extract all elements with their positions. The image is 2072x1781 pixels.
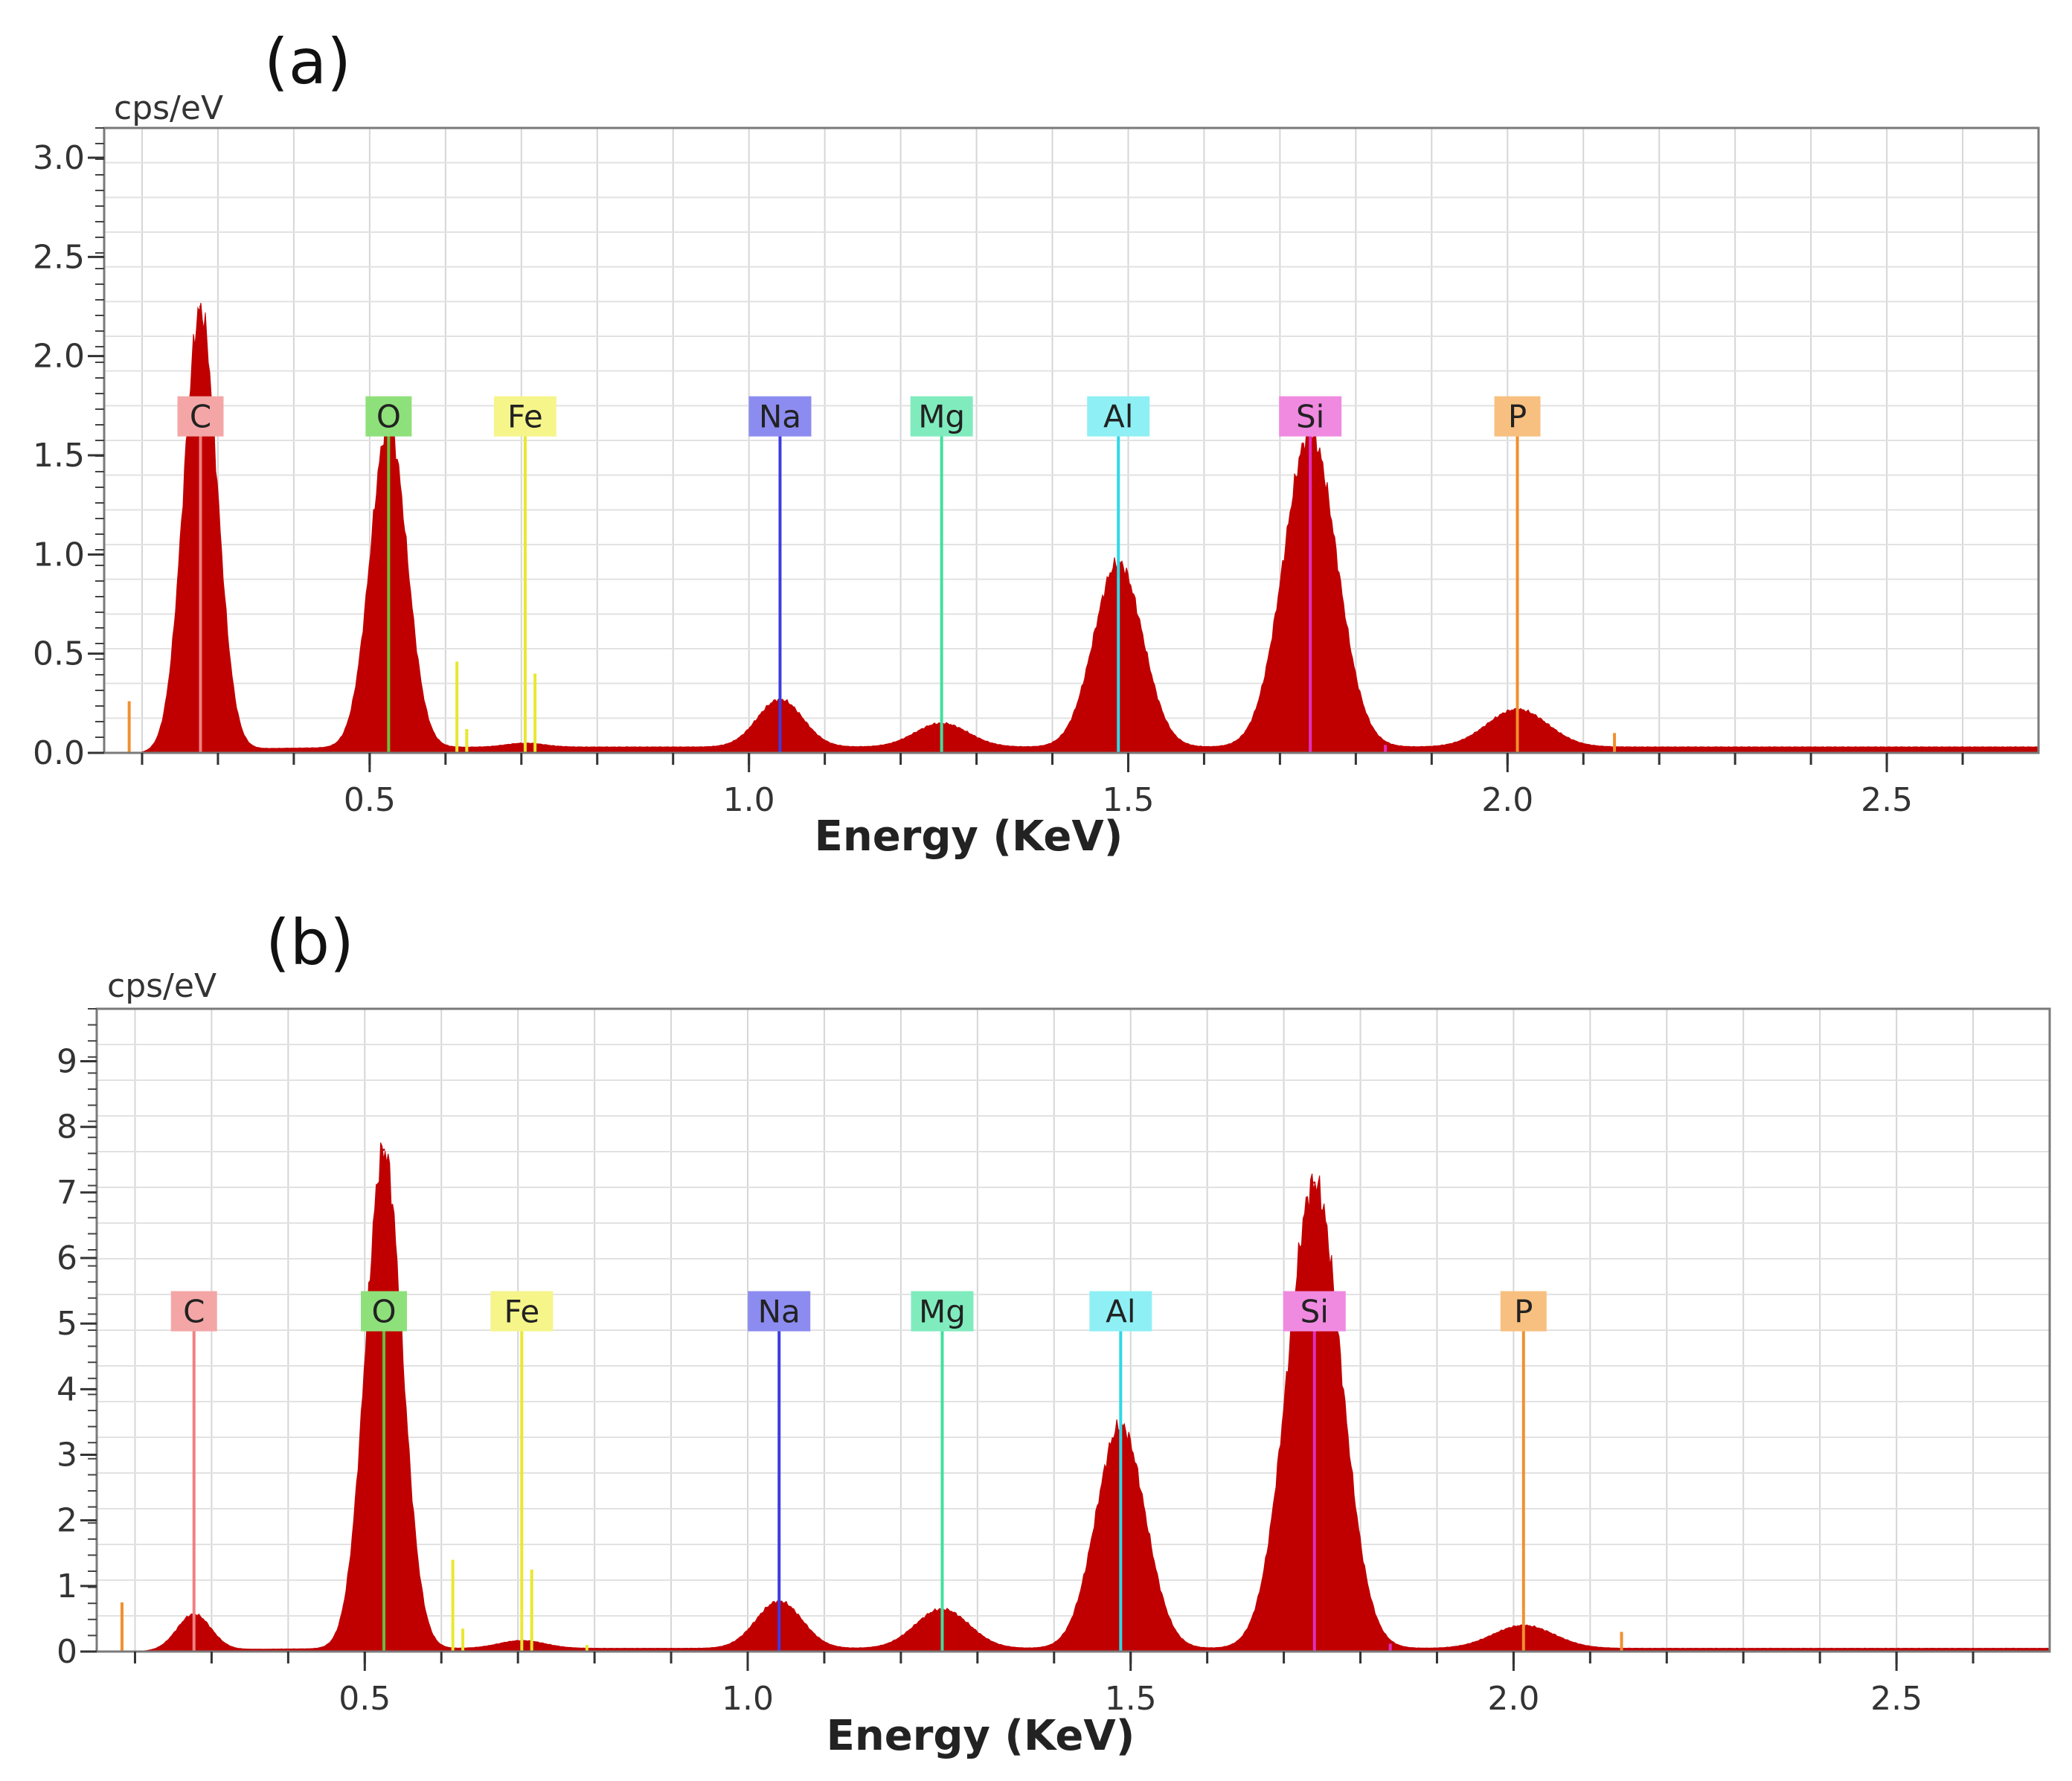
panel-b-marker-label-bg-p [1500,1291,1547,1332]
panel-b-y-tick-label: 8 [57,1108,77,1146]
panel-b-spectrum-area [97,1142,2050,1652]
panel-b-marker-label-p: P [1514,1294,1533,1330]
panel-b-y-tick-label: 0 [57,1633,77,1671]
panel-b-peak-si [1313,1181,1316,1184]
panel-a-grid [104,128,2039,753]
panel-a-marker-label-bg-al [1087,396,1150,437]
panel-a-x-tick-label: 1.0 [723,781,775,819]
panel-a-y-tick-label: 2.0 [33,338,85,376]
panel-b-x-axis-title: Energy (KeV) [827,1712,1135,1760]
panel-b-y-tick-label: 2 [57,1502,77,1540]
panel-b-marker-label-bg-o [361,1291,408,1332]
panel-a-marker-label-na: Na [759,399,801,435]
panel-b-marker-label-na: Na [758,1294,801,1330]
panel-b-y-minor-ticks [88,1008,97,1652]
panel-a: (a) cps/eV C O Fe Na Mg Al Si P 0.0 0.5 1.0 1.5 2.0 2… [33,25,2040,861]
panel-a-marker-label-bg-c [177,396,224,437]
panel-a-marker-label-bg-p [1494,396,1541,437]
panel-b-marker-label-bg-al [1089,1291,1152,1332]
panel-a-marker-label-p: P [1508,399,1527,435]
panel-a-peak-c [199,305,202,308]
panel-a-unit-label: cps/eV [114,89,223,127]
panel-a-x-tick-label: 1.5 [1102,781,1154,819]
panel-b-marker-label-bg-c [170,1291,217,1332]
panel-b-x-tick-label: 0.5 [339,1680,391,1718]
panel-a-spectrum-area [104,303,2039,754]
panel-a-y-tick-label: 0.0 [33,734,85,772]
panel-a-marker-label-bg-mg [910,396,973,437]
panel-b-marker-label-o: O [371,1294,396,1330]
panel-b-marker-label-c: C [183,1294,205,1330]
panel-b: (b) cps/eV C O Fe Na Mg Al Si P 0 1 2 3 4 5 6 7 8 9 0.5 1.0… [57,906,2051,1760]
panel-a-marker-label-c: C [190,399,211,435]
panel-b-y-tick-label: 5 [57,1305,77,1343]
panel-a-marker-label-o: O [376,399,401,435]
panel-b-x-tick-label: 2.5 [1870,1680,1922,1718]
panel-b-peak-o [382,1149,385,1152]
panel-a-marker-label-bg-na [748,396,812,437]
panel-a-plot: C O Fe Na Mg Al Si P 0.0 0.5 1.0 1.5 2.0 2.5 3.0 0.5 1.0… [33,126,2040,819]
panel-a-marker-label-bg-o [365,396,412,437]
panel-a-y-tick-label: 3.0 [33,139,85,177]
panel-b-marker-label-bg-si [1283,1291,1346,1332]
panel-b-y-tick-label: 6 [57,1239,77,1277]
panel-a-marker-label-bg-fe [493,396,557,437]
panel-b-marker-label-fe: Fe [504,1294,539,1330]
panel-a-marker-label-bg-si [1279,396,1342,437]
panel-a-marker-label-al: Al [1103,399,1133,435]
panel-b-y-tick-label: 3 [57,1437,77,1474]
panel-a-y-tick-label: 2.5 [33,238,85,276]
panel-b-marker-label-bg-na [748,1291,811,1332]
panel-a-marker-label-fe: Fe [507,399,543,435]
panel-b-marker-label-si: Si [1300,1294,1329,1330]
panel-b-x-tick-label: 1.0 [722,1680,774,1718]
panel-b-marker-label-bg-mg [911,1291,974,1332]
panel-b-x-tick-label: 2.0 [1487,1680,1539,1718]
panel-b-x-tick-label: 1.5 [1105,1680,1157,1718]
panel-a-x-tick-label: 2.0 [1481,781,1533,819]
panel-a-x-tick-label: 0.5 [344,781,396,819]
panel-a-letter: (a) [264,25,351,98]
panel-a-marker-label-mg: Mg [918,399,965,435]
panel-a-x-axis-title: Energy (KeV) [815,812,1123,861]
panel-a-y-tick-label: 0.5 [33,635,85,673]
panel-b-y-tick-label: 9 [57,1043,77,1081]
panel-b-unit-label: cps/eV [107,967,216,1005]
panel-a-marker-label-si: Si [1296,399,1324,435]
panel-b-grid [97,1009,2050,1652]
panel-a-y-minor-ticks [95,127,104,754]
panel-a-x-tick-label: 2.5 [1861,781,1913,819]
panel-a-y-tick-label: 1.5 [33,437,85,475]
panel-b-plot: C O Fe Na Mg Al Si P 0 1 2 3 4 5 6 7 8 9 0.5 1.0 1.5 2.0 2.5 [57,1007,2051,1718]
panel-b-marker-label-al: Al [1106,1294,1135,1330]
panel-b-marker-label-mg: Mg [919,1294,966,1330]
panel-b-marker-label-bg-fe [490,1291,554,1332]
panel-b-y-tick-label: 1 [57,1567,77,1605]
panel-b-y-tick-label: 4 [57,1370,77,1408]
panel-a-y-tick-label: 1.0 [33,536,85,574]
panel-b-y-tick-label: 7 [57,1174,77,1212]
panel-b-letter: (b) [266,906,354,979]
